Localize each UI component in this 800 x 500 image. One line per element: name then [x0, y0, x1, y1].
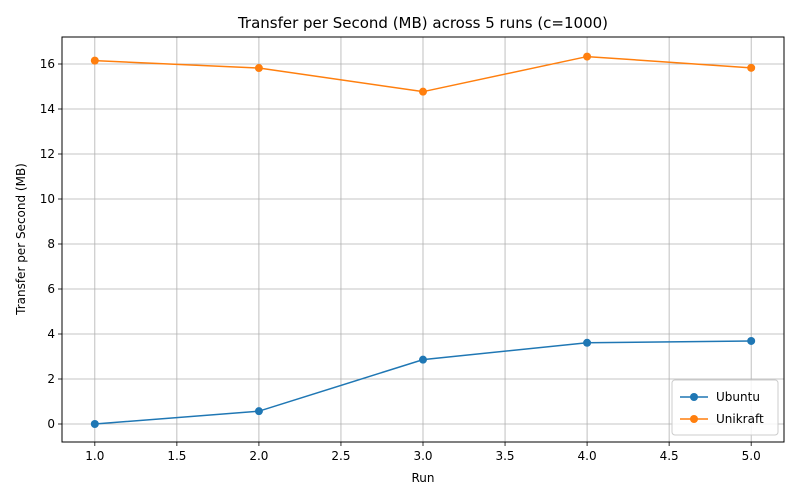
x-tick-label: 4.5 [660, 449, 679, 463]
legend-marker-ubuntu [690, 393, 698, 401]
data-point-ubuntu [254, 407, 263, 416]
chart-title: Transfer per Second (MB) across 5 runs (… [237, 14, 608, 32]
series-unikraft [90, 52, 756, 96]
x-axis-label: Run [411, 471, 434, 485]
series-ubuntu [90, 336, 756, 428]
y-axis-label: Transfer per Second (MB) [14, 163, 28, 316]
x-tick-label: 1.5 [167, 449, 186, 463]
y-tick-label: 6 [47, 282, 55, 296]
y-tick-label: 16 [40, 57, 55, 71]
y-tick-label: 2 [47, 372, 55, 386]
data-point-ubuntu [90, 420, 99, 428]
y-tick-label: 0 [47, 417, 55, 431]
x-tick-label: 1.0 [85, 449, 104, 463]
x-tick-label: 2.5 [331, 449, 350, 463]
y-tick-label: 8 [47, 237, 55, 251]
data-point-ubuntu [747, 336, 756, 345]
x-axis-ticks: 1.0 1.5 2.0 2.5 3.0 3.5 4.0 4.5 5.0 [85, 442, 761, 463]
x-tick-label: 3.5 [495, 449, 514, 463]
y-tick-label: 14 [40, 102, 55, 116]
legend-label-ubuntu: Ubuntu [716, 390, 760, 404]
data-point-ubuntu [419, 355, 427, 364]
data-point-ubuntu [583, 338, 592, 347]
data-point-unikraft [419, 87, 427, 96]
legend-marker-unikraft [690, 415, 698, 423]
x-tick-label: 3.0 [413, 449, 432, 463]
y-axis-ticks: 0 2 4 6 8 10 12 14 16 [40, 57, 62, 431]
data-point-unikraft [254, 64, 263, 73]
grid [62, 37, 784, 442]
y-tick-label: 10 [40, 192, 55, 206]
data-point-unikraft [747, 63, 756, 72]
y-tick-label: 12 [40, 147, 55, 161]
data-point-unikraft [583, 52, 592, 61]
legend-box [671, 379, 779, 436]
x-tick-label: 4.0 [578, 449, 597, 463]
series-layer [90, 52, 756, 428]
x-tick-label: 5.0 [742, 449, 761, 463]
x-tick-label: 2.0 [249, 449, 268, 463]
legend: Ubuntu Unikraft [671, 379, 779, 436]
data-point-unikraft [90, 56, 99, 65]
y-tick-label: 4 [47, 327, 55, 341]
legend-label-unikraft: Unikraft [716, 412, 764, 426]
